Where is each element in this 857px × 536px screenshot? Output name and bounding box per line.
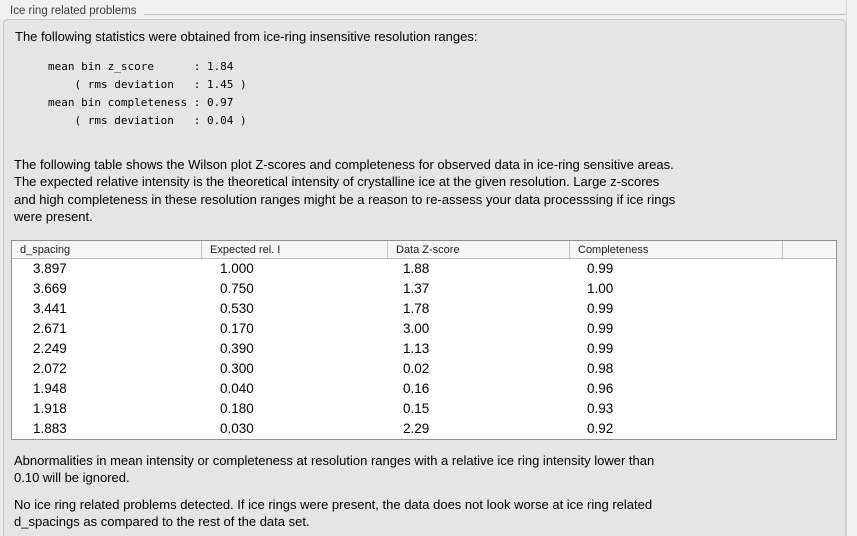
table-row[interactable]: 3.441 0.530 1.78 0.99	[12, 298, 836, 319]
table-cell: 1.883	[33, 420, 67, 436]
table-cell	[783, 419, 836, 439]
ice-ring-panel: The following statistics were obtained f…	[3, 19, 846, 536]
table-cell: 0.16	[403, 380, 430, 396]
table-cell: 1.37	[403, 280, 430, 296]
table-cell: 0.93	[587, 400, 614, 416]
table-cell: 0.96	[587, 380, 614, 396]
table-header: d_spacing Expected rel. I Data Z-score Comp…	[12, 240, 836, 259]
table-cell: 3.00	[403, 320, 430, 336]
table-cell: 1.00	[587, 280, 614, 296]
ignore-note-text: Abnormalities in mean intensity or compl…	[14, 452, 655, 486]
table-cell	[783, 279, 836, 299]
table-cell: 2.29	[403, 420, 430, 436]
table-cell: 0.300	[220, 360, 254, 376]
table-cell: 0.98	[587, 360, 614, 376]
table-cell	[783, 319, 836, 339]
table-cell	[783, 299, 836, 319]
table-row[interactable]: 1.883 0.030 2.29 0.92	[12, 418, 836, 439]
table-cell: 0.040	[220, 380, 254, 396]
table-cell: 0.92	[587, 420, 614, 436]
table-cell: 1.88	[403, 260, 430, 276]
table-cell: 0.99	[587, 320, 614, 336]
table-cell: 2.072	[33, 360, 67, 376]
table-cell: 0.030	[220, 420, 254, 436]
vertical-scrollbar-track[interactable]	[846, 0, 857, 536]
table-cell	[783, 339, 836, 359]
column-header-spacer	[783, 241, 836, 258]
table-cell: 3.897	[33, 260, 67, 276]
section-header: Ice ring related problems	[0, 0, 857, 19]
ice-ring-table: d_spacing Expected rel. I Data Z-score Comp…	[11, 239, 837, 440]
stats-block: mean bin z_score : 1.84 ( rms deviation …	[48, 59, 247, 127]
table-cell: 1.948	[33, 380, 67, 396]
table-row[interactable]: 3.897 1.000 1.88 0.99	[12, 258, 836, 279]
table-cell: 1.000	[220, 260, 254, 276]
table-cell	[783, 359, 836, 379]
table-cell: 3.441	[33, 300, 67, 316]
table-row[interactable]: 1.918 0.180 0.15 0.93	[12, 398, 836, 419]
table-cell	[783, 379, 836, 399]
table-cell: 0.180	[220, 400, 254, 416]
table-cell: 0.02	[403, 360, 430, 376]
table-cell: 3.669	[33, 280, 67, 296]
column-header-data-z-score[interactable]: Data Z-score	[388, 240, 570, 258]
table-cell: 2.249	[33, 340, 67, 356]
table-row[interactable]: 2.072 0.300 0.02 0.98	[12, 358, 836, 379]
table-cell: 0.530	[220, 300, 254, 316]
intro-text: The following statistics were obtained f…	[15, 29, 478, 44]
section-divider	[143, 14, 857, 15]
table-cell	[783, 399, 836, 419]
table-row[interactable]: 3.669 0.750 1.37 1.00	[12, 278, 836, 299]
table-cell	[783, 259, 836, 279]
table-cell: 1.78	[403, 300, 430, 316]
table-cell: 2.671	[33, 320, 67, 336]
table-body: 3.897 1.000 1.88 0.99 3.669 0.750 1.37 1.00 3.44…	[12, 258, 836, 439]
column-header-completeness[interactable]: Completeness	[570, 240, 783, 258]
table-cell: 0.170	[220, 320, 254, 336]
table-cell: 0.99	[587, 300, 614, 316]
table-cell: 1.918	[33, 400, 67, 416]
section-title: Ice ring related problems	[10, 5, 137, 17]
table-cell: 0.99	[587, 340, 614, 356]
column-header-expected-rel-i[interactable]: Expected rel. I	[202, 240, 388, 258]
table-row[interactable]: 2.671 0.170 3.00 0.99	[12, 318, 836, 339]
table-row[interactable]: 2.249 0.390 1.13 0.99	[12, 338, 836, 359]
table-cell: 1.13	[403, 340, 430, 356]
table-cell: 0.390	[220, 340, 254, 356]
column-header-d-spacing[interactable]: d_spacing	[12, 240, 202, 258]
description-text: The following table shows the Wilson plo…	[14, 156, 676, 225]
table-cell: 0.99	[587, 260, 614, 276]
table-cell: 0.750	[220, 280, 254, 296]
table-cell: 0.15	[403, 400, 430, 416]
conclusion-text: No ice ring related problems detected. I…	[14, 496, 653, 530]
table-row[interactable]: 1.948 0.040 0.16 0.96	[12, 378, 836, 399]
